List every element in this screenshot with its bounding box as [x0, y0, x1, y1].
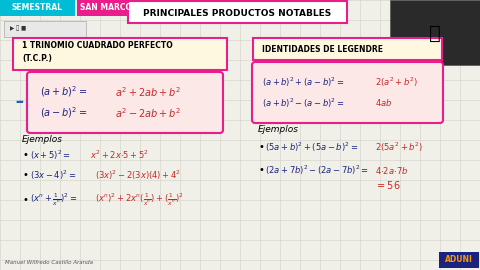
Text: •: •: [22, 195, 28, 205]
Text: $a^2+2ab+b^2$: $a^2+2ab+b^2$: [115, 85, 181, 99]
Text: $(x+5)^2=$: $(x+5)^2=$: [30, 148, 71, 162]
Text: $(a + b)^2=$: $(a + b)^2=$: [40, 85, 87, 99]
Text: Ejemplos: Ejemplos: [22, 136, 63, 144]
Text: $(3x-4)^2=$: $(3x-4)^2=$: [30, 168, 76, 182]
Text: $(x^n)^2+2x^n(\frac{1}{x^n})+(\frac{1}{x^n})^2$: $(x^n)^2+2x^n(\frac{1}{x^n})+(\frac{1}{x…: [95, 192, 184, 208]
FancyBboxPatch shape: [77, 0, 142, 16]
Text: $(5a+b)^2+(5a-b)^2=$: $(5a+b)^2+(5a-b)^2=$: [265, 140, 359, 154]
Text: $(x^n+\frac{1}{x^n})^2=$: $(x^n+\frac{1}{x^n})^2=$: [30, 192, 78, 208]
Text: •: •: [258, 165, 264, 175]
Text: $a^2-2ab+b^2$: $a^2-2ab+b^2$: [115, 106, 181, 120]
FancyBboxPatch shape: [253, 38, 442, 60]
Text: –: –: [16, 93, 24, 111]
Text: $2(5a^2+b^2)$: $2(5a^2+b^2)$: [375, 140, 423, 154]
Text: 1 TRINOMIO CUADRADO PERFECTO
(T.C.P.): 1 TRINOMIO CUADRADO PERFECTO (T.C.P.): [22, 41, 173, 63]
Text: $(a+b)^2-(a-b)^2=$: $(a+b)^2-(a-b)^2=$: [262, 96, 345, 110]
Text: SAN MARCOS: SAN MARCOS: [80, 4, 138, 12]
Text: Manuel Wilfredo Castillo Aranda: Manuel Wilfredo Castillo Aranda: [5, 259, 93, 265]
Text: $(2a+7b)^2-(2a-7b)^2=$: $(2a+7b)^2-(2a-7b)^2=$: [265, 163, 369, 177]
Text: $(3x)^2-2(3x)(4)+4^2$: $(3x)^2-2(3x)(4)+4^2$: [95, 168, 181, 182]
FancyBboxPatch shape: [252, 62, 443, 123]
Text: $(a+b)^2+(a-b)^2=$: $(a+b)^2+(a-b)^2=$: [262, 75, 345, 89]
Text: $4ab$: $4ab$: [375, 97, 392, 109]
FancyBboxPatch shape: [439, 252, 479, 268]
Text: $(a - b)^2=$: $(a - b)^2=$: [40, 106, 87, 120]
FancyBboxPatch shape: [128, 1, 347, 23]
Text: PRINCIPALES PRODUCTOS NOTABLES: PRINCIPALES PRODUCTOS NOTABLES: [143, 8, 331, 18]
Text: •: •: [22, 150, 28, 160]
FancyBboxPatch shape: [390, 0, 480, 65]
Text: ADUNI: ADUNI: [445, 255, 473, 265]
FancyBboxPatch shape: [27, 72, 223, 133]
Text: $2(a^2+b^2)$: $2(a^2+b^2)$: [375, 75, 418, 89]
Text: $4{\cdot}2a{\cdot}7b$: $4{\cdot}2a{\cdot}7b$: [375, 164, 408, 176]
Text: •: •: [22, 170, 28, 180]
Text: Ejemplos: Ejemplos: [258, 126, 299, 134]
Text: IDENTIDADES DE LEGENDRE: IDENTIDADES DE LEGENDRE: [262, 45, 383, 53]
Text: ▶ ⏸ ■: ▶ ⏸ ■: [10, 25, 26, 31]
Text: •: •: [258, 142, 264, 152]
Text: $=56$: $=56$: [375, 179, 401, 191]
Text: 👤: 👤: [429, 23, 441, 42]
FancyBboxPatch shape: [13, 38, 227, 70]
Text: SEMESTRAL: SEMESTRAL: [12, 4, 62, 12]
FancyBboxPatch shape: [0, 0, 75, 16]
Text: $x^2+2x{\cdot}5+5^2$: $x^2+2x{\cdot}5+5^2$: [90, 149, 149, 161]
FancyBboxPatch shape: [4, 21, 86, 37]
